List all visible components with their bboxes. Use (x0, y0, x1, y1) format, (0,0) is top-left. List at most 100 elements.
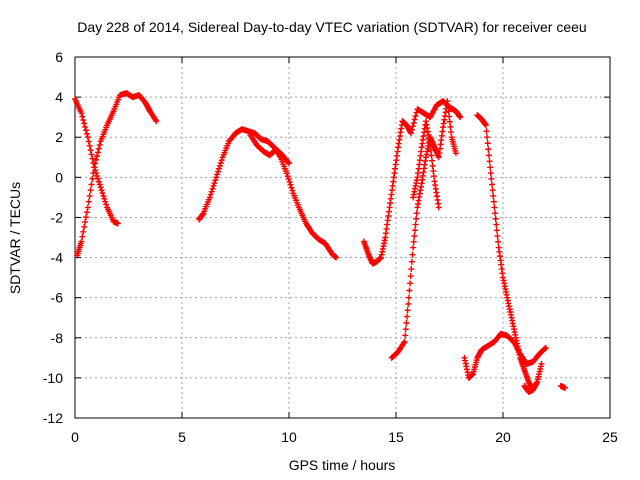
data-point (408, 126, 415, 133)
data-point (80, 117, 87, 124)
data-point (78, 238, 85, 245)
data-point (208, 188, 215, 195)
data-point (213, 174, 220, 181)
data-point (102, 198, 109, 205)
x-axis: 0 5 10 15 20 25 (71, 57, 618, 445)
data-point (489, 187, 496, 194)
data-point (405, 294, 412, 301)
data-point (427, 142, 434, 149)
data-point (84, 134, 91, 141)
data-point (89, 155, 96, 162)
y-tick-label: -10 (43, 370, 63, 386)
data-point (82, 123, 89, 130)
data-point (482, 122, 489, 129)
x-tick-label: 15 (388, 429, 404, 445)
series-arc-1a (72, 96, 121, 227)
series-arc-6 (461, 330, 549, 381)
data-point (283, 170, 290, 177)
data-point (409, 123, 416, 130)
plot-frame (74, 56, 611, 419)
data-point (91, 164, 98, 171)
data-point (444, 98, 451, 105)
data-point (427, 147, 434, 154)
data-point (99, 190, 106, 197)
data-point (285, 159, 292, 166)
data-point (429, 162, 436, 169)
y-tick-label: 4 (55, 89, 63, 105)
data-point (541, 345, 548, 352)
data-point (207, 191, 214, 198)
data-point (284, 173, 291, 180)
data-point (86, 192, 93, 199)
data-point (411, 227, 418, 234)
x-tick-label: 5 (178, 429, 186, 445)
data-point (333, 254, 340, 261)
data-point (211, 180, 218, 187)
data-point (286, 160, 292, 167)
chart-title: Day 228 of 2014, Sidereal Day-to-day VTE… (77, 19, 586, 35)
data-point (407, 280, 414, 287)
data-point (448, 129, 455, 136)
data-point (403, 319, 410, 326)
data-point (492, 215, 499, 222)
data-point (413, 215, 420, 222)
x-tick-label: 10 (281, 429, 297, 445)
data-point (85, 138, 92, 145)
x-tick-label: 0 (71, 429, 79, 445)
data-point (81, 223, 88, 230)
y-axis-label: SDTVAR / TECUs (7, 182, 23, 294)
data-point (413, 210, 420, 217)
data-point (212, 177, 219, 184)
y-tick-label: 0 (55, 169, 63, 185)
data-point (490, 198, 497, 205)
y-tick-label: -12 (43, 410, 63, 426)
data-point (412, 113, 419, 120)
data-point (485, 146, 492, 153)
data-point (83, 214, 90, 221)
series-arc-1b (74, 90, 160, 259)
data-point (103, 201, 110, 208)
series-arc-2b (247, 132, 292, 167)
data-points (72, 90, 569, 395)
data-point (488, 181, 495, 188)
data-point (210, 182, 217, 189)
data-point (445, 108, 452, 115)
data-point (218, 157, 225, 164)
data-point (406, 287, 413, 294)
grid (75, 57, 610, 418)
series-arc-8 (557, 382, 569, 391)
data-point (96, 181, 103, 188)
data-point (404, 307, 411, 314)
data-point (488, 175, 495, 182)
x-axis-label: GPS time / hours (289, 457, 396, 473)
data-point (428, 152, 435, 159)
data-point (153, 118, 160, 125)
data-point (430, 168, 437, 175)
y-tick-label: -8 (51, 330, 64, 346)
data-point (79, 113, 86, 120)
data-point (486, 158, 493, 165)
data-point (429, 157, 436, 164)
data-point (206, 194, 213, 201)
data-point (94, 153, 101, 160)
data-point (410, 244, 417, 251)
data-point (85, 198, 92, 205)
data-point (78, 110, 85, 117)
data-point (287, 181, 294, 188)
y-tick-label: -6 (51, 290, 64, 306)
data-point (538, 360, 545, 367)
data-point (483, 128, 490, 135)
data-point (484, 134, 491, 141)
series-arc-7 (521, 360, 545, 395)
data-point (88, 181, 95, 188)
data-point (562, 384, 569, 391)
data-point (411, 233, 418, 240)
data-point (491, 204, 498, 211)
data-point (446, 113, 453, 120)
data-point (452, 150, 459, 157)
data-point (435, 204, 442, 211)
data-point (95, 178, 102, 185)
x-tick-label: 20 (495, 429, 511, 445)
x-tick-label: 25 (602, 429, 618, 445)
data-point (215, 165, 222, 172)
